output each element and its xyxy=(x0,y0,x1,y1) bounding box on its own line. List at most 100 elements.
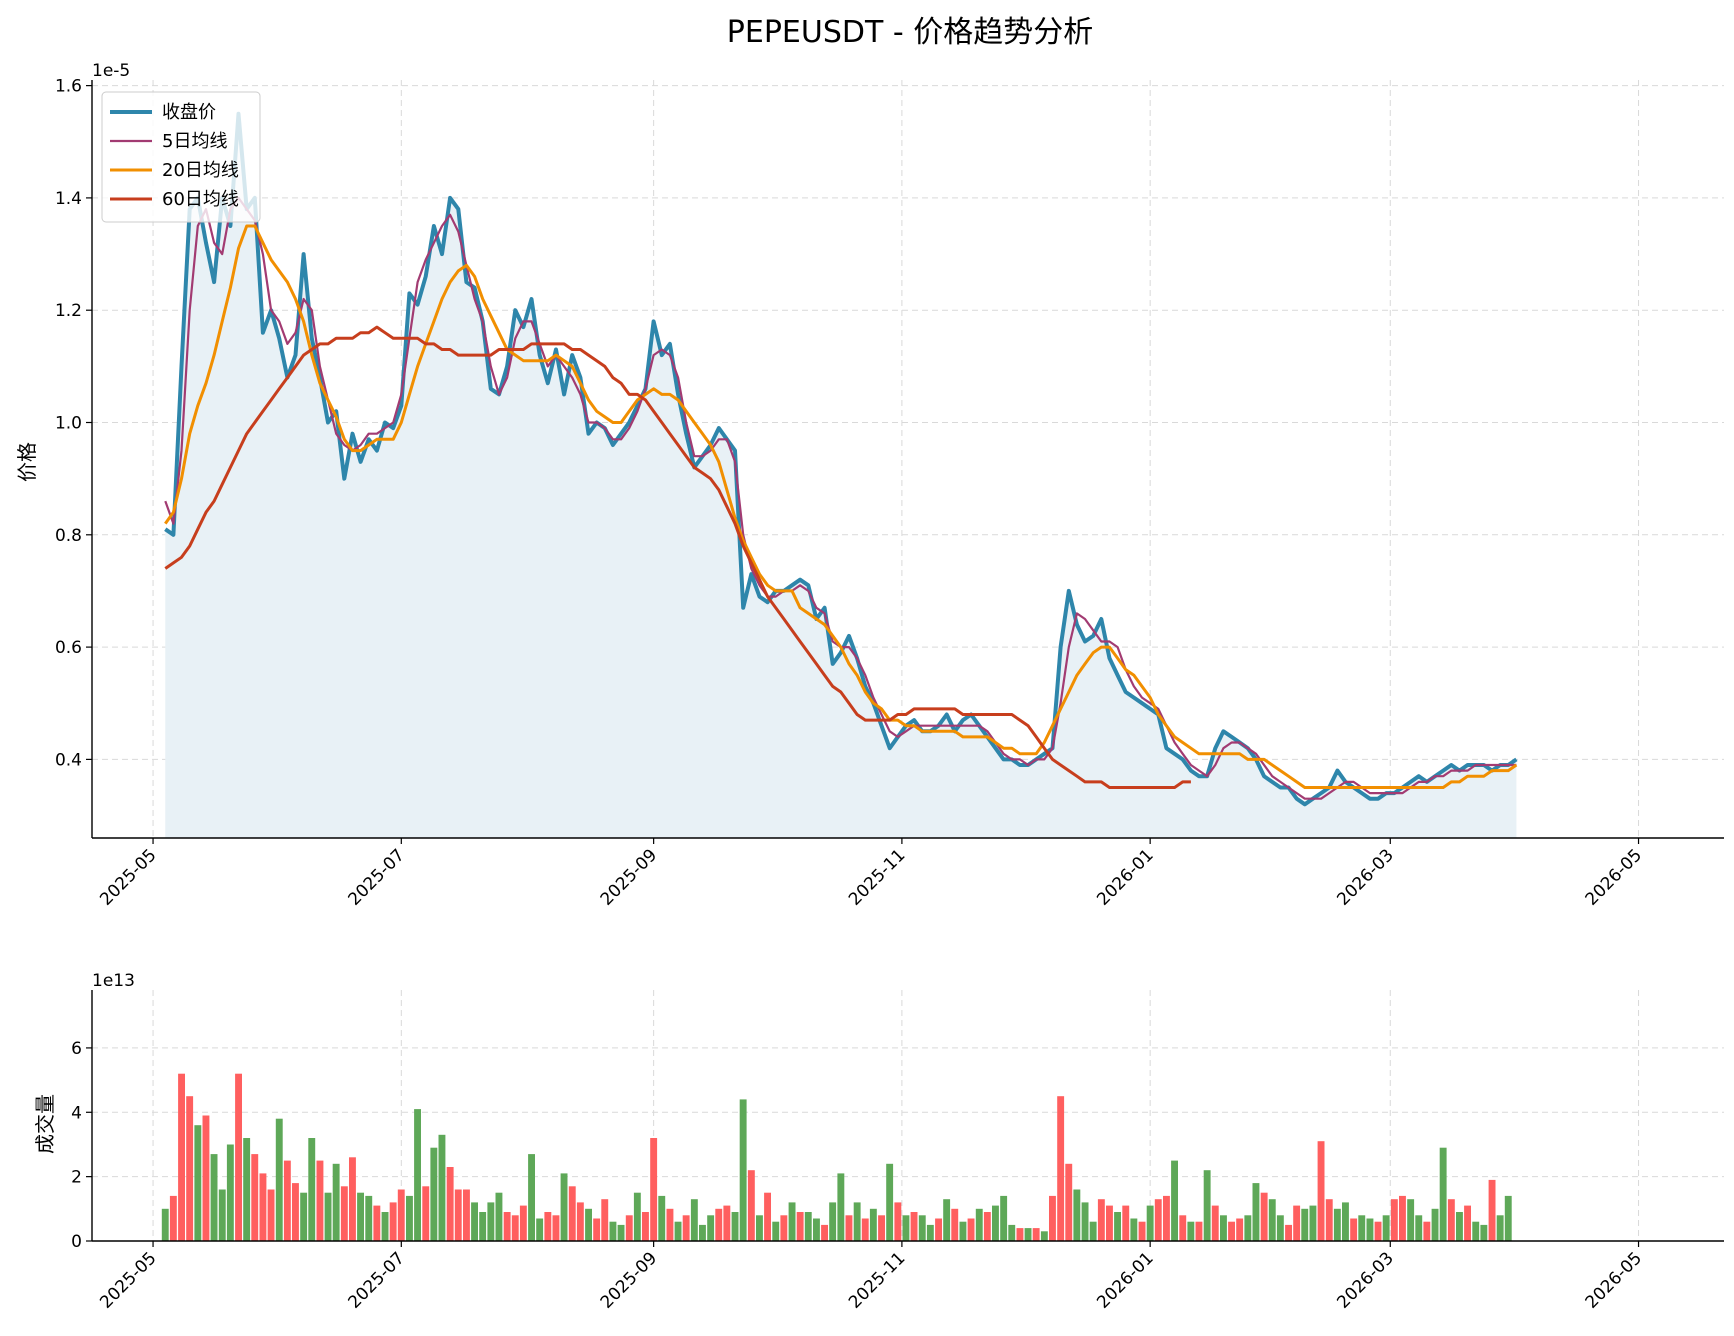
volume-bar xyxy=(519,1205,527,1241)
volume-bar xyxy=(1276,1215,1284,1241)
volume-bar xyxy=(1122,1205,1130,1241)
volume-bar xyxy=(1407,1199,1415,1241)
price-y-ticks: 0.4 0.6 0.8 1.0 1.2 1.4 1.6 xyxy=(55,77,92,770)
volume-bar xyxy=(438,1134,446,1241)
volume-bar xyxy=(178,1073,185,1241)
volume-bar xyxy=(1146,1205,1154,1241)
volume-bar xyxy=(1252,1183,1260,1241)
volume-bar xyxy=(300,1192,308,1241)
volume-bar xyxy=(878,1215,885,1241)
volume-bar xyxy=(1016,1228,1024,1241)
volume-bar xyxy=(642,1212,649,1241)
price-x-tick-label: 2026-01 xyxy=(1093,845,1157,909)
price-y-tick-label: 1.0 xyxy=(55,414,82,434)
volume-y-label: 成交量 xyxy=(33,1094,57,1154)
price-x-tick-label: 2025-07 xyxy=(344,845,408,909)
volume-bar xyxy=(1236,1218,1244,1241)
volume-bar xyxy=(1154,1199,1162,1241)
volume-bar xyxy=(1260,1192,1268,1241)
volume-bar xyxy=(1350,1218,1358,1241)
legend-label-ma60-line: 60日均线 xyxy=(162,189,239,210)
volume-bar xyxy=(560,1173,568,1241)
close-line xyxy=(164,111,1518,807)
volume-bar xyxy=(552,1215,560,1241)
volume-y-tick-label: 2 xyxy=(71,1168,82,1188)
volume-x-tick-label: 2025-07 xyxy=(344,1248,408,1312)
volume-x-tick-label: 2025-09 xyxy=(597,1248,661,1312)
volume-bar xyxy=(1000,1195,1008,1241)
volume-bar xyxy=(1220,1215,1227,1241)
volume-y-tick-label: 6 xyxy=(71,1039,82,1059)
volume-bar xyxy=(454,1189,462,1241)
price-y-tick-label: 0.6 xyxy=(55,638,82,658)
volume-bar xyxy=(1040,1231,1048,1241)
price-y-tick-label: 0.8 xyxy=(55,526,82,546)
volume-bar xyxy=(1325,1199,1333,1241)
volume-bar xyxy=(609,1221,617,1241)
volume-bar xyxy=(1008,1224,1016,1241)
volume-bar xyxy=(829,1202,837,1241)
volume-bar xyxy=(690,1199,698,1241)
volume-bar xyxy=(853,1202,861,1241)
volume-bar xyxy=(747,1170,755,1241)
volume-bar xyxy=(544,1212,552,1241)
price-y-tick-label: 1.2 xyxy=(55,301,82,321)
volume-bar xyxy=(804,1212,812,1241)
volume-bar xyxy=(1211,1205,1219,1241)
volume-bar xyxy=(210,1154,218,1241)
volume-bar xyxy=(1081,1202,1089,1241)
volume-bar xyxy=(340,1186,348,1241)
volume-bar xyxy=(243,1138,251,1241)
volume-x-tick-label: 2026-03 xyxy=(1333,1248,1397,1312)
volume-bar xyxy=(503,1212,511,1241)
volume-bar xyxy=(487,1202,495,1241)
volume-bar xyxy=(202,1115,210,1241)
volume-bar xyxy=(471,1202,478,1241)
volume-bar xyxy=(1285,1224,1292,1241)
volume-bar xyxy=(682,1215,690,1241)
volume-bar xyxy=(186,1096,194,1241)
volume-bar xyxy=(715,1208,723,1241)
volume-bar xyxy=(1130,1218,1138,1241)
price-y-tick-label: 1.6 xyxy=(55,77,82,97)
price-x-tick-label: 2026-05 xyxy=(1582,845,1646,909)
volume-bar xyxy=(292,1183,299,1241)
volume-bar xyxy=(218,1189,226,1241)
volume-bar xyxy=(1106,1205,1113,1241)
volume-bar xyxy=(275,1118,283,1241)
legend-label-ma20-line: 20日均线 xyxy=(162,160,239,181)
volume-bar xyxy=(902,1215,910,1241)
volume-x-tick-label: 2026-01 xyxy=(1093,1248,1157,1312)
volume-bar xyxy=(1089,1221,1097,1241)
price-lines xyxy=(164,111,1518,807)
volume-bar xyxy=(1203,1170,1211,1241)
volume-bar xyxy=(821,1224,828,1241)
volume-bar xyxy=(1480,1224,1488,1241)
ma60-line xyxy=(164,325,1191,789)
volume-x-tick-label: 2025-05 xyxy=(96,1248,160,1312)
volume-bar xyxy=(1390,1199,1398,1241)
legend: 收盘价 5日均线 20日均线 60日均线 xyxy=(101,91,261,223)
volume-bar xyxy=(1423,1221,1431,1241)
volume-bar xyxy=(251,1154,259,1241)
volume-bar xyxy=(967,1218,975,1241)
volume-bar xyxy=(674,1221,682,1241)
volume-bars xyxy=(161,1073,1512,1241)
volume-bar xyxy=(625,1215,633,1241)
volume-bar xyxy=(1293,1205,1301,1241)
volume-bar xyxy=(658,1195,666,1241)
volume-bar xyxy=(381,1212,389,1241)
close-area-fill xyxy=(165,113,1517,838)
price-x-ticks: 2025-05 2025-07 2025-09 2025-11 2026-01 2026-… xyxy=(96,838,1646,910)
volume-bar xyxy=(397,1189,405,1241)
volume-bar xyxy=(731,1212,739,1241)
volume-bar xyxy=(169,1195,177,1241)
volume-bar xyxy=(161,1208,169,1241)
volume-bar xyxy=(1366,1218,1374,1241)
volume-bar xyxy=(1057,1096,1065,1241)
volume-y-tick-label: 4 xyxy=(71,1103,82,1123)
volume-bar xyxy=(926,1224,934,1241)
volume-bar xyxy=(1382,1215,1390,1241)
volume-bar xyxy=(983,1212,991,1241)
volume-bar xyxy=(1049,1195,1056,1241)
